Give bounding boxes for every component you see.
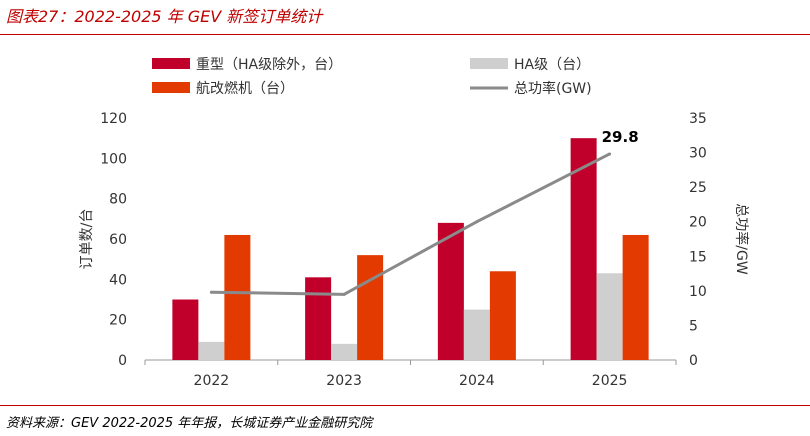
y-right-axis-title: 总功率/GW (733, 203, 750, 275)
y-left-tick-label: 60 (109, 232, 127, 248)
y-right-tick-label: 5 (689, 318, 698, 334)
y-left-tick-label: 80 (109, 192, 127, 208)
bar-1-2023 (331, 343, 358, 360)
source-rule (0, 405, 810, 406)
chart: 重型（HA级除外，台） HA级（台） 航改燃机（台） 总功率(GW) 2022 2023… (79, 57, 750, 389)
y-right-tick-label: 30 (689, 146, 707, 162)
legend-label-1: HA级（台） (514, 57, 590, 73)
y-left-tick-label: 40 (109, 272, 127, 288)
legend-swatch-0 (152, 58, 190, 69)
y-left-tick-label: 100 (100, 151, 127, 167)
x-tick-label: 2022 (194, 373, 230, 389)
power-point-2023 (342, 292, 346, 296)
bar-0-2022 (172, 299, 199, 360)
y-right-tick-label: 35 (689, 111, 707, 127)
y-right-tick-label: 10 (689, 284, 707, 300)
axes: 2022 2023 2024 2025020406080100120051015202… (79, 111, 750, 389)
bar-0-2025 (570, 138, 597, 360)
y-left-tick-label: 0 (118, 353, 127, 369)
bar-2-2022 (224, 234, 251, 360)
y-left-tick-label: 120 (100, 111, 127, 127)
bar-0-2024 (437, 222, 464, 360)
source-note: 资料来源：GEV 2022-2025 年年报，长城证券产业金融研究院 (6, 416, 373, 431)
y-right-tick-label: 15 (689, 249, 707, 265)
power-point-2025 (608, 152, 612, 156)
y-right-tick-label: 0 (689, 353, 698, 369)
labels: 29.8 (602, 128, 639, 146)
power-point-2024 (475, 220, 479, 224)
legend-swatch-2 (152, 82, 190, 93)
bars (172, 138, 649, 360)
bar-2-2024 (489, 271, 516, 360)
bar-2-2025 (622, 234, 649, 360)
legend-swatch-1 (470, 58, 508, 69)
power-line (209, 152, 612, 296)
y-left-axis-title: 订单数/台 (79, 209, 95, 270)
y-right-tick-label: 20 (689, 215, 707, 231)
power-line-path (211, 152, 611, 296)
x-tick-label: 2025 (592, 373, 628, 389)
legend-label-3: 总功率(GW) (514, 80, 592, 97)
x-tick-label: 2024 (459, 373, 495, 389)
legend: 重型（HA级除外，台） HA级（台） 航改燃机（台） 总功率(GW) (152, 57, 592, 97)
x-tick-label: 2023 (326, 373, 362, 389)
data-label-2025-power: 29.8 (602, 128, 639, 146)
title-rule (0, 34, 810, 35)
legend-label-2: 航改燃机（台） (196, 80, 294, 97)
bar-1-2024 (463, 309, 490, 360)
legend-label-0: 重型（HA级除外，台） (196, 57, 342, 73)
bar-1-2022 (198, 341, 225, 360)
bar-1-2025 (596, 273, 623, 360)
figure-title: 图表27：2022-2025 年 GEV 新签订单统计 (6, 7, 323, 26)
y-right-tick-label: 25 (689, 180, 707, 196)
power-point-2022 (209, 290, 213, 294)
y-left-tick-label: 20 (109, 313, 127, 329)
bar-2-2023 (357, 255, 384, 360)
bar-0-2023 (305, 277, 332, 360)
